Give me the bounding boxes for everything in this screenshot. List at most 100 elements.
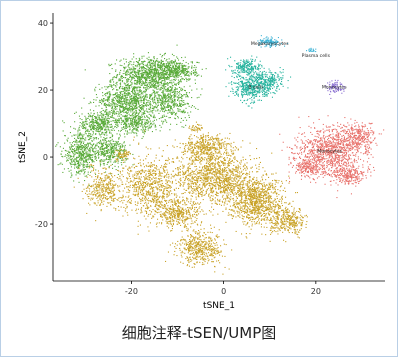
data-point	[185, 74, 187, 76]
data-point	[89, 119, 91, 121]
data-point	[123, 66, 125, 68]
data-point	[134, 94, 136, 96]
data-point	[121, 97, 123, 99]
data-point	[170, 75, 172, 77]
data-point	[170, 69, 172, 71]
data-point	[178, 74, 180, 76]
data-point	[140, 94, 142, 96]
data-point	[156, 71, 158, 73]
data-point	[185, 96, 187, 98]
data-point	[149, 106, 151, 108]
data-point	[98, 150, 100, 152]
data-point	[146, 78, 148, 80]
data-point	[131, 78, 133, 80]
data-point	[176, 72, 178, 74]
data-point	[91, 159, 93, 161]
data-point	[181, 95, 183, 97]
data-point	[132, 101, 134, 103]
data-point	[148, 68, 150, 70]
data-point	[223, 198, 225, 200]
data-point	[154, 106, 156, 108]
data-point	[133, 111, 135, 113]
data-point	[149, 86, 151, 88]
data-point	[98, 152, 100, 154]
data-point	[87, 123, 89, 125]
data-point	[158, 73, 160, 75]
data-point	[161, 107, 163, 109]
data-point	[188, 191, 190, 193]
data-point	[219, 167, 221, 169]
data-point	[259, 161, 261, 163]
data-point	[121, 77, 123, 79]
data-point	[77, 153, 79, 155]
data-point	[152, 77, 154, 79]
data-point	[128, 126, 130, 128]
data-point	[162, 60, 164, 62]
data-point	[114, 63, 116, 65]
data-point	[109, 157, 111, 159]
data-point	[112, 140, 114, 142]
data-point	[111, 101, 113, 103]
data-point	[134, 93, 136, 95]
data-point	[89, 126, 91, 128]
data-point	[196, 97, 198, 99]
data-point	[247, 182, 249, 184]
data-point	[232, 192, 234, 194]
data-point	[120, 145, 122, 147]
data-point	[102, 139, 104, 141]
data-point	[133, 71, 135, 73]
data-point	[151, 83, 153, 85]
data-point	[142, 124, 144, 126]
data-point	[170, 71, 172, 73]
data-point	[158, 88, 160, 90]
data-point	[242, 159, 244, 161]
data-point	[133, 86, 135, 88]
data-point	[239, 162, 241, 164]
data-point	[79, 156, 81, 158]
data-point	[71, 175, 73, 177]
data-point	[216, 195, 218, 197]
data-point	[126, 130, 128, 132]
data-point	[223, 161, 225, 163]
data-point	[126, 72, 128, 74]
data-point	[130, 67, 132, 69]
data-point	[126, 109, 128, 111]
data-point	[107, 161, 109, 163]
data-point	[134, 69, 136, 71]
data-point	[156, 105, 158, 107]
data-point	[176, 123, 178, 125]
data-point	[212, 198, 214, 200]
data-point	[114, 112, 116, 114]
data-point	[142, 81, 144, 83]
data-point	[146, 108, 148, 110]
data-point	[141, 66, 143, 68]
data-point	[184, 182, 186, 184]
data-point	[85, 147, 87, 149]
data-point	[192, 177, 194, 179]
data-point	[226, 163, 228, 165]
data-point	[82, 155, 84, 157]
data-point	[156, 85, 158, 87]
data-point	[195, 185, 197, 187]
data-point	[117, 74, 119, 76]
data-point	[77, 163, 79, 165]
data-point	[165, 83, 167, 85]
data-point	[154, 116, 156, 118]
data-point	[178, 167, 180, 169]
data-point	[128, 68, 130, 70]
data-point	[143, 115, 145, 117]
data-point	[72, 145, 74, 147]
data-point	[137, 80, 139, 82]
data-point	[102, 120, 104, 122]
data-point	[127, 65, 129, 67]
data-point	[146, 105, 148, 107]
data-point	[219, 199, 221, 201]
data-point	[154, 77, 156, 79]
data-point	[94, 121, 96, 123]
data-point	[171, 53, 173, 55]
data-point	[87, 154, 89, 156]
data-point	[162, 74, 164, 76]
data-point	[116, 76, 118, 78]
data-point	[117, 124, 119, 126]
data-point	[109, 110, 111, 112]
